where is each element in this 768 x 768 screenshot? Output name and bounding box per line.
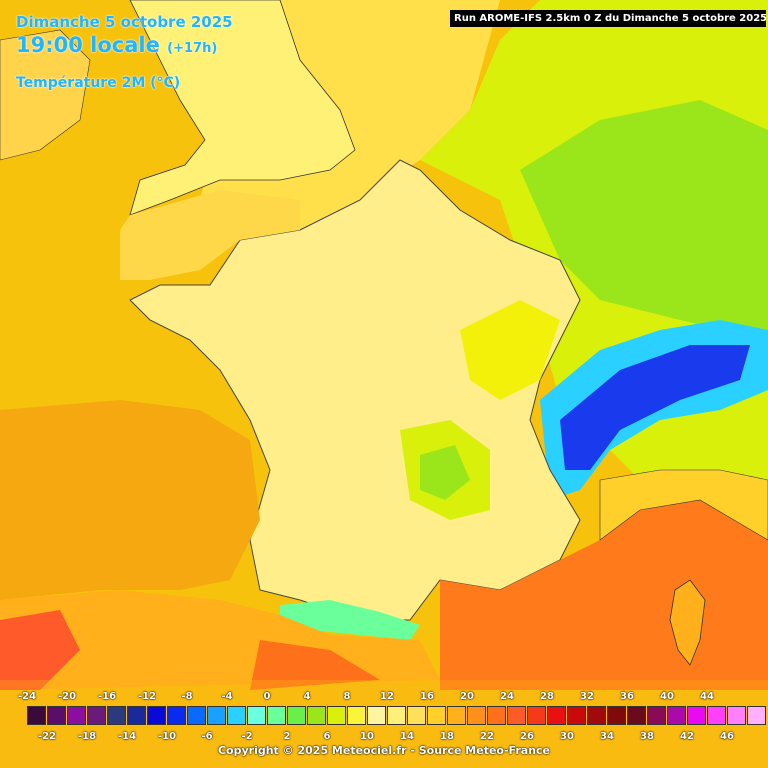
legend-swatch [167, 706, 186, 725]
legend-swatch [307, 706, 326, 725]
legend-swatch [87, 706, 106, 725]
legend-tick-bottom: 42 [680, 731, 694, 742]
forecast-time: 19:00 locale (+17h) [16, 33, 217, 57]
legend-swatch [107, 706, 126, 725]
legend-tick-bottom: 30 [560, 731, 574, 742]
legend-tick-top: -8 [181, 691, 193, 702]
legend-tick-bottom: -22 [37, 731, 57, 742]
legend-tick-bottom: -18 [77, 731, 97, 742]
legend-tick-top: 44 [700, 691, 714, 702]
legend-tick-bottom: 46 [720, 731, 734, 742]
legend-swatch [27, 706, 46, 725]
legend-swatch [507, 706, 526, 725]
legend-tick-bottom: 6 [323, 731, 331, 742]
legend-tick-top: 32 [580, 691, 594, 702]
legend-tick-bottom: 10 [360, 731, 374, 742]
legend-tick-top: -20 [57, 691, 77, 702]
forecast-date: Dimanche 5 octobre 2025 [16, 13, 233, 31]
legend-tick-top: -12 [137, 691, 157, 702]
great-britain [129, 0, 356, 216]
legend-tick-top: 12 [380, 691, 394, 702]
legend-tick-bottom: -10 [157, 731, 177, 742]
legend-swatch [487, 706, 506, 725]
variable-label: Température 2M (°C) [16, 75, 181, 91]
legend-tick-bottom: 34 [600, 731, 614, 742]
legend-swatch [447, 706, 466, 725]
legend-swatch [547, 706, 566, 725]
legend-swatch [667, 706, 686, 725]
legend-swatch [327, 706, 346, 725]
legend-tick-top: 28 [540, 691, 554, 702]
legend-swatch [127, 706, 146, 725]
legend-swatch [527, 706, 546, 725]
legend-swatch [647, 706, 666, 725]
time-value: 19:00 locale [16, 33, 160, 57]
legend-swatch [47, 706, 66, 725]
legend-swatch [207, 706, 226, 725]
legend-tick-bottom: -14 [117, 731, 137, 742]
run-info: Run AROME-IFS 2.5km 0 Z du Dimanche 5 oc… [450, 10, 766, 27]
copyright: Copyright © 2025 Meteociel.fr - Source M… [217, 744, 551, 757]
legend-swatch [287, 706, 306, 725]
legend-swatch [707, 706, 726, 725]
legend-swatch [587, 706, 606, 725]
legend-tick-top: -16 [97, 691, 117, 702]
legend-swatch [227, 706, 246, 725]
legend-tick-bottom: -6 [201, 731, 213, 742]
legend-swatch [607, 706, 626, 725]
legend-tick-top: 4 [303, 691, 311, 702]
legend-tick-top: 36 [620, 691, 634, 702]
legend-swatch [147, 706, 166, 725]
legend-tick-bottom: 26 [520, 731, 534, 742]
legend-swatch [687, 706, 706, 725]
legend-swatch [747, 706, 766, 725]
italy [599, 469, 768, 541]
legend-tick-bottom: 18 [440, 731, 454, 742]
legend-tick-bottom: 38 [640, 731, 654, 742]
legend-tick-top: 8 [343, 691, 351, 702]
bay-of-biscay [0, 400, 260, 600]
legend-swatch [267, 706, 286, 725]
legend-tick-top: 16 [420, 691, 434, 702]
legend-swatch [247, 706, 266, 725]
legend-tick-bottom: 22 [480, 731, 494, 742]
massif-central-core [420, 445, 470, 500]
legend-swatch [727, 706, 746, 725]
legend-swatch [67, 706, 86, 725]
ireland [0, 29, 91, 161]
alps-core [560, 345, 750, 470]
legend-swatch [367, 706, 386, 725]
legend-swatch [387, 706, 406, 725]
legend-swatch [407, 706, 426, 725]
legend-tick-bottom: 2 [283, 731, 291, 742]
legend-tick-top: 20 [460, 691, 474, 702]
legend-swatch [427, 706, 446, 725]
legend-swatch [187, 706, 206, 725]
legend-swatch [347, 706, 366, 725]
legend-swatch [567, 706, 586, 725]
lead-time: (+17h) [167, 41, 218, 56]
corsica [669, 579, 706, 666]
spain-hot-2 [250, 640, 380, 690]
spain-hot [0, 610, 80, 690]
legend-tick-top: 24 [500, 691, 514, 702]
legend-tick-top: 40 [660, 691, 674, 702]
legend-tick-top: -24 [17, 691, 37, 702]
legend-swatch [627, 706, 646, 725]
germany-green [520, 100, 768, 340]
legend-swatch [467, 706, 486, 725]
legend-tick-bottom: -2 [241, 731, 253, 742]
channel [120, 190, 300, 280]
legend-tick-bottom: 14 [400, 731, 414, 742]
east-france-green [460, 300, 560, 400]
legend-tick-top: 0 [263, 691, 271, 702]
legend-tick-top: -4 [221, 691, 233, 702]
